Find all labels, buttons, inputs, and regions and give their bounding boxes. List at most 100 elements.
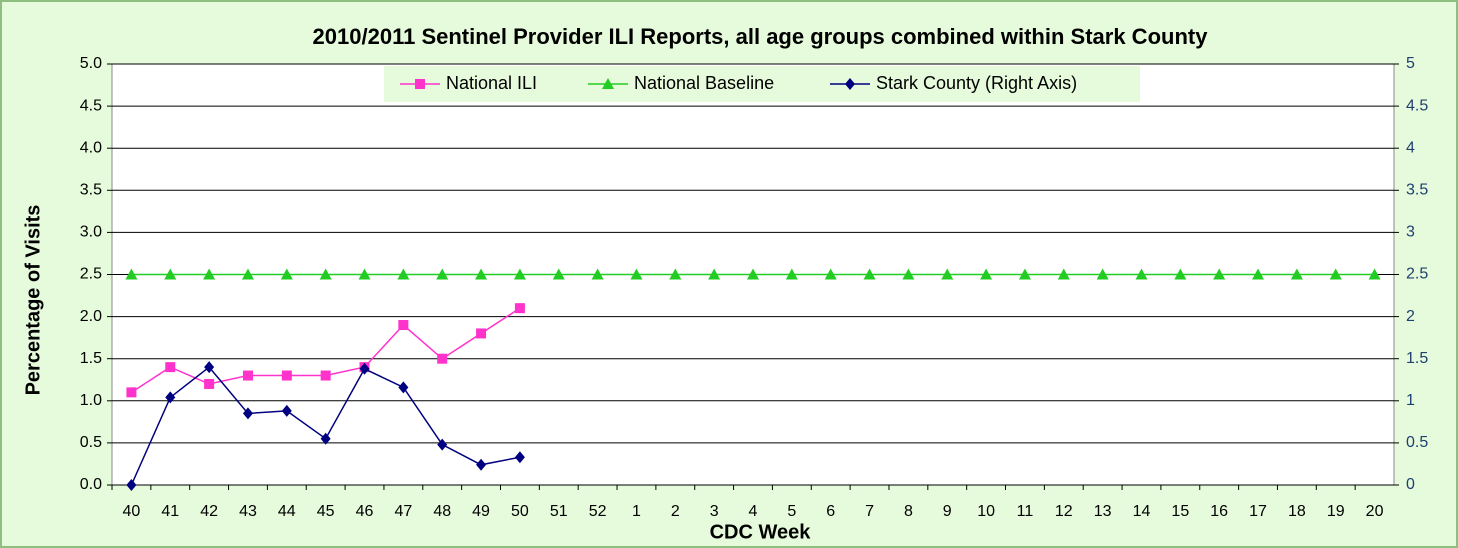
y2-tick-label: 1	[1406, 392, 1415, 409]
data-point	[1174, 268, 1187, 280]
y2-tick-label: 0	[1406, 476, 1415, 493]
x-tick-label: 2	[671, 503, 680, 520]
x-tick-label: 50	[511, 503, 529, 520]
x-tick-label: 18	[1288, 503, 1306, 520]
y2-tick-label: 1.5	[1406, 350, 1428, 367]
data-point	[902, 268, 915, 280]
data-point	[1096, 268, 1109, 280]
data-point	[785, 268, 798, 280]
data-point	[281, 404, 292, 417]
x-tick-label: 41	[161, 503, 179, 520]
data-point	[514, 303, 525, 314]
data-point	[165, 362, 176, 373]
legend-label: National ILI	[446, 73, 537, 93]
y-tick-label: 3.5	[80, 182, 102, 199]
y-tick-label: 4.5	[80, 97, 102, 114]
data-point	[476, 328, 487, 339]
x-tick-label: 9	[943, 503, 952, 520]
x-tick-label: 46	[356, 503, 374, 520]
data-point	[126, 387, 137, 398]
x-tick-label: 40	[123, 503, 141, 520]
data-point	[398, 381, 409, 394]
y2-tick-label: 3.5	[1406, 182, 1428, 199]
y2-tick-label: 0.5	[1406, 434, 1428, 451]
y-tick-label: 0.5	[80, 434, 102, 451]
data-point	[476, 458, 487, 471]
y2-tick-label: 2	[1406, 308, 1415, 325]
x-axis-label: CDC Week	[710, 521, 812, 543]
data-point	[241, 268, 254, 280]
y-tick-label: 2.0	[80, 308, 102, 325]
x-tick-label: 1	[632, 503, 641, 520]
x-tick-label: 6	[826, 503, 835, 520]
data-point	[1252, 268, 1265, 280]
data-point	[436, 268, 449, 280]
data-point	[126, 479, 137, 491]
y2-tick-label: 2.5	[1406, 266, 1428, 283]
data-point	[1018, 268, 1031, 280]
legend-label: National Baseline	[634, 73, 774, 93]
x-tick-label: 42	[200, 503, 218, 520]
data-point	[513, 268, 526, 280]
x-tick-label: 47	[394, 503, 412, 520]
data-point	[1290, 268, 1303, 280]
data-point	[591, 268, 604, 280]
data-point	[164, 268, 177, 280]
data-point	[980, 268, 993, 280]
data-point	[165, 391, 176, 404]
legend-marker	[602, 78, 614, 89]
y2-tick-label: 3	[1406, 224, 1415, 241]
data-point	[1329, 268, 1342, 280]
x-tick-label: 49	[472, 503, 490, 520]
y-tick-label: 1.0	[80, 392, 102, 409]
data-point	[824, 268, 837, 280]
x-tick-label: 10	[977, 503, 995, 520]
data-point	[863, 268, 876, 280]
data-point	[398, 320, 409, 331]
data-point	[319, 268, 332, 280]
x-tick-label: 5	[787, 503, 796, 520]
chart-title: 2010/2011 Sentinel Provider ILI Reports,…	[313, 24, 1209, 49]
x-tick-label: 43	[239, 503, 257, 520]
x-tick-label: 3	[710, 503, 719, 520]
data-point	[747, 268, 759, 280]
data-point	[320, 432, 331, 445]
data-point	[1368, 268, 1381, 280]
data-point	[281, 370, 292, 381]
data-point	[437, 353, 448, 364]
legend-box	[384, 66, 1140, 102]
y2-tick-label: 4.5	[1406, 97, 1428, 114]
data-point	[514, 451, 525, 464]
y2-tick-label: 4	[1406, 139, 1415, 156]
x-tick-label: 12	[1055, 503, 1073, 520]
x-tick-label: 13	[1094, 503, 1112, 520]
legend-label: Stark County (Right Axis)	[876, 73, 1077, 93]
data-point	[242, 370, 253, 381]
legend-marker	[415, 79, 425, 89]
data-point	[475, 268, 488, 280]
data-point	[125, 268, 138, 280]
y2-tick-label: 5	[1406, 55, 1415, 72]
x-tick-label: 44	[278, 503, 296, 520]
x-tick-label: 4	[749, 503, 758, 520]
data-point	[242, 407, 253, 420]
data-point	[630, 268, 643, 280]
data-point	[1213, 268, 1226, 280]
legend-marker	[845, 78, 855, 90]
x-tick-label: 16	[1210, 503, 1228, 520]
data-point	[941, 268, 954, 280]
y-tick-label: 3.0	[80, 224, 102, 241]
x-tick-label: 52	[589, 503, 607, 520]
data-point	[397, 268, 410, 280]
data-point	[320, 370, 331, 381]
data-point	[359, 362, 370, 375]
data-point	[204, 361, 215, 374]
y-tick-label: 5.0	[80, 55, 102, 72]
y-axis-label: Percentage of Visits	[22, 205, 44, 396]
x-tick-label: 48	[433, 503, 451, 520]
data-point	[669, 268, 682, 280]
x-tick-label: 7	[865, 503, 874, 520]
y-tick-label: 0.0	[80, 476, 102, 493]
data-point	[1135, 268, 1148, 280]
